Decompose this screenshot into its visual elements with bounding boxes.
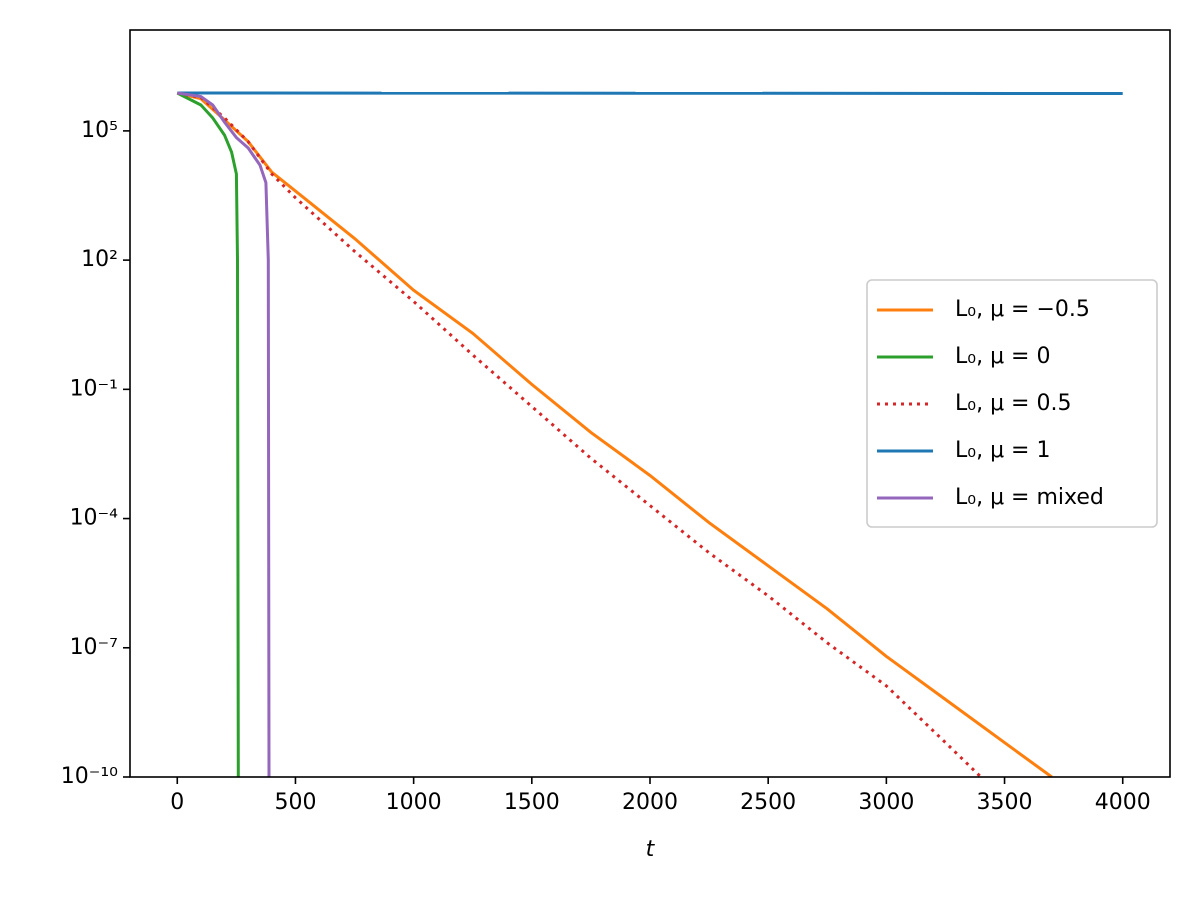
series-line <box>176 91 240 777</box>
y-tick-label: 10⁻⁴ <box>70 506 119 531</box>
x-tick-label: 4000 <box>1095 790 1151 815</box>
legend-label: L₀, μ = 0.5 <box>955 391 1071 416</box>
legend-label: L₀, μ = −0.5 <box>955 297 1090 322</box>
y-tick-label: 10⁵ <box>81 118 118 143</box>
x-tick-label: 2500 <box>740 790 796 815</box>
x-tick-label: 3000 <box>858 790 914 815</box>
plot-frame <box>129 29 1171 778</box>
x-tick-label: 500 <box>274 790 316 815</box>
x-tick-label: 2000 <box>622 790 678 815</box>
y-tick-label: 10² <box>81 247 118 272</box>
x-tick-label: 1500 <box>504 790 560 815</box>
legend-box <box>866 279 1158 528</box>
y-tick-label: 10⁻¹⁰ <box>61 764 118 789</box>
x-tick-label: 1000 <box>386 790 442 815</box>
x-tick-label: 0 <box>170 790 184 815</box>
x-tick-label: 3500 <box>977 790 1033 815</box>
series-line <box>177 91 271 777</box>
y-tick-label: 10⁻⁷ <box>70 635 118 660</box>
series-line <box>177 91 1123 95</box>
y-tick-label: 10⁻¹ <box>70 376 118 401</box>
plot-lines <box>176 91 1123 777</box>
series-line <box>177 91 982 777</box>
x-axis-label: t <box>646 837 656 862</box>
legend-label: L₀, μ = 0 <box>955 344 1050 369</box>
legend-label: L₀, μ = 1 <box>955 438 1050 463</box>
legend-label: L₀, μ = mixed <box>955 485 1104 510</box>
